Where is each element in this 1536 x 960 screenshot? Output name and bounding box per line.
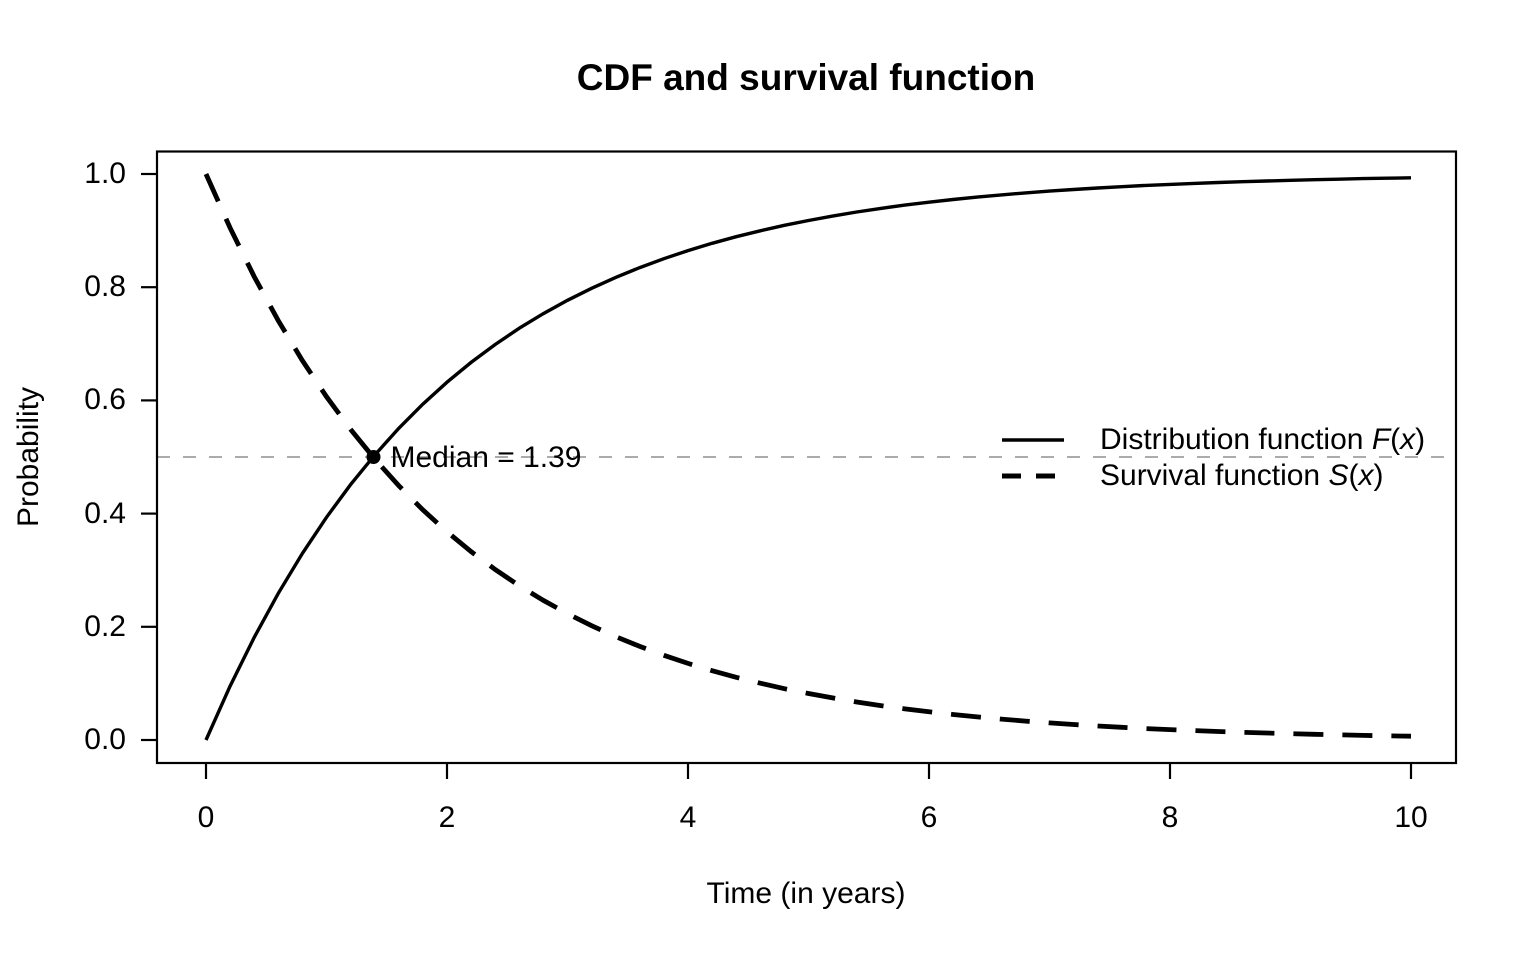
cdf-curve [204, 176, 1412, 741]
legend-paren: ( [1348, 459, 1359, 492]
legend-text-prefix: Survival function [1100, 459, 1329, 492]
axis-layer [141, 150, 1458, 779]
legend-label-survival-function: Survival function S(x) [1100, 460, 1383, 492]
x-tick-label: 8 [1161, 801, 1179, 834]
solid-line-sample-icon [1002, 438, 1064, 442]
median-annotation-label: Median = 1.39 [390, 441, 582, 474]
dashed-line-sample-icon [1002, 473, 1059, 479]
legend-paren: ( [1390, 423, 1401, 456]
plot-box [155, 150, 1458, 765]
legend-func-symbol: S [1328, 459, 1349, 492]
legend-text-prefix: Distribution function [1100, 423, 1372, 456]
y-tick-label: 0.2 [84, 609, 126, 643]
x-axis-label: Time (in years) [706, 877, 906, 910]
median-point [366, 450, 381, 464]
legend-arg-symbol: x [1358, 459, 1374, 492]
legend-label-distribution-function: Distribution function F(x) [1100, 424, 1425, 456]
x-tick-label: 4 [679, 801, 697, 834]
legend-item-survival-function: Survival function S(x) [1001, 460, 1383, 492]
legend-arg-symbol: x [1400, 423, 1416, 456]
y-tick-label: 0.8 [84, 270, 126, 304]
chart-title: CDF and survival function [576, 57, 1036, 98]
y-tick-label: 0.0 [84, 723, 126, 756]
legend-paren: ) [1373, 459, 1384, 492]
x-tick-label: 2 [438, 801, 456, 834]
x-tick-label: 6 [920, 801, 938, 834]
annotation-layer [366, 450, 381, 464]
legend-paren: ) [1415, 423, 1426, 456]
x-tick-label: 0 [197, 801, 215, 834]
y-tick-label: 0.4 [84, 496, 126, 530]
legend-func-symbol: F [1371, 423, 1391, 456]
y-tick-label: 1.0 [84, 157, 126, 190]
legend-item-distribution-function: Distribution function F(x) [1001, 424, 1425, 456]
series-layer [203, 173, 1412, 741]
survival-curve [203, 173, 1412, 739]
x-tick-label: 10 [1394, 801, 1428, 834]
y-tick-label: 0.6 [84, 383, 126, 417]
